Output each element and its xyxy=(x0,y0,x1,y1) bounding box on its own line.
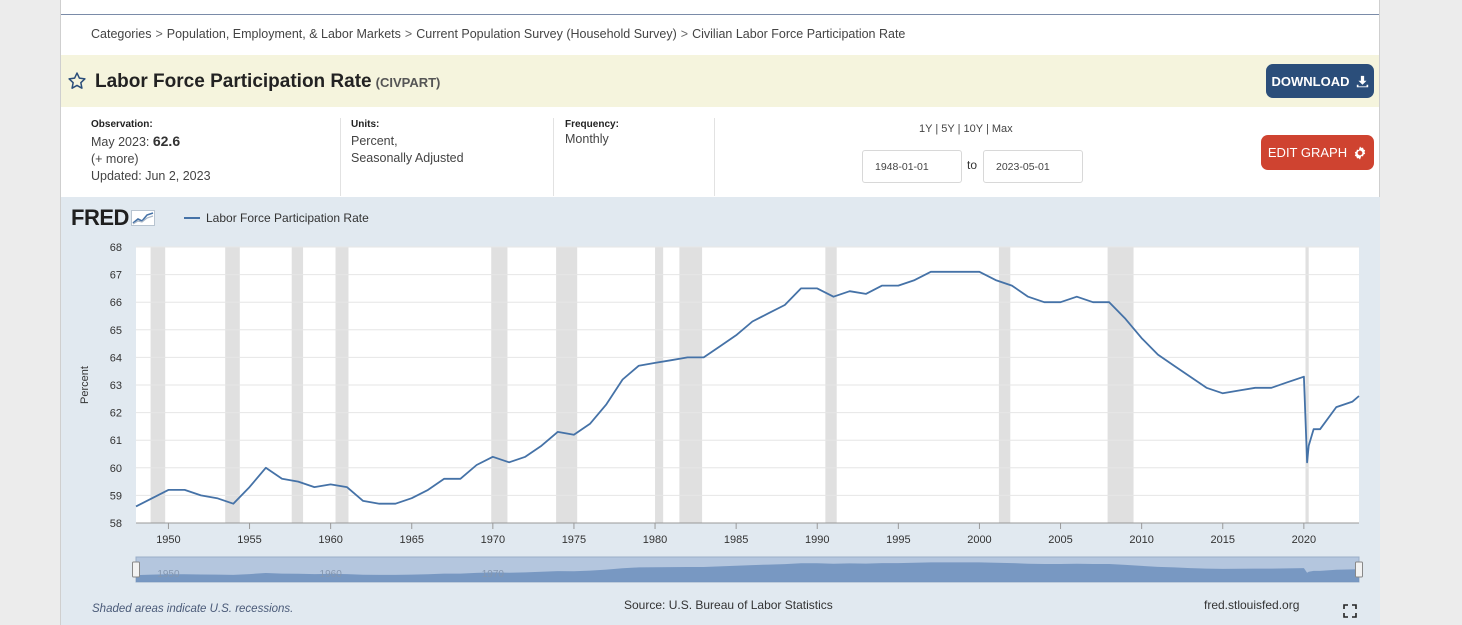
updated-date: Updated: Jun 2, 2023 xyxy=(91,169,211,183)
navigator-series xyxy=(136,562,1359,582)
x-tick-label: 2020 xyxy=(1292,534,1316,546)
x-tick-label: 1985 xyxy=(724,534,748,546)
legend-swatch xyxy=(184,217,200,219)
fred-logo-text: FRED xyxy=(71,205,129,230)
range-separator: | xyxy=(935,123,939,135)
x-tick-label: 2000 xyxy=(967,534,991,546)
y-tick-label: 63 xyxy=(110,380,122,392)
x-tick-label: 1960 xyxy=(318,534,342,546)
observation-value-row: May 2023: 62.6 xyxy=(91,133,211,151)
x-tick-label: 1965 xyxy=(400,534,424,546)
navigator-right-handle[interactable] xyxy=(1355,561,1363,578)
download-button[interactable]: DOWNLOAD xyxy=(1266,64,1374,98)
x-tick-label: 1995 xyxy=(886,534,910,546)
more-link[interactable]: (+ more) xyxy=(91,152,139,166)
meta-divider xyxy=(553,118,554,196)
navigator-year-label: 1960 xyxy=(320,569,343,580)
range-1y[interactable]: 1Y xyxy=(919,123,933,135)
fred-logo: FRED xyxy=(71,205,155,231)
breadcrumb-separator: > xyxy=(404,27,413,41)
series-title: Labor Force Participation Rate (CIVPART) xyxy=(95,71,440,93)
title-bar: Labor Force Participation Rate (CIVPART) xyxy=(61,55,1379,107)
frequency-value: Monthly xyxy=(565,132,609,146)
range-links: 1Y | 5Y | 10Y | Max xyxy=(919,123,1013,135)
range-navigator[interactable]: 1950 1960 1970 xyxy=(132,556,1363,583)
units-line-2: Seasonally Adjusted xyxy=(351,151,464,165)
legend-label: Labor Force Participation Rate xyxy=(206,211,369,225)
star-icon[interactable] xyxy=(67,71,87,91)
y-tick-layer: 58 59 60 61 62 63 64 65 66 67 68 xyxy=(110,242,122,530)
navigator-left-handle[interactable] xyxy=(132,561,140,578)
series-id: (CIVPART) xyxy=(375,75,441,90)
x-tick-label: 1970 xyxy=(481,534,505,546)
observation-label: Observation: xyxy=(91,119,153,130)
breadcrumb: Categories > Population, Employment, & Lab… xyxy=(91,27,905,41)
y-tick-label: 62 xyxy=(110,408,122,420)
y-tick-label: 66 xyxy=(110,297,122,309)
series-line xyxy=(135,270,1360,508)
frequency-label: Frequency: xyxy=(565,119,619,130)
range-separator: | xyxy=(985,123,989,135)
navigator-year-label: 1970 xyxy=(482,569,505,580)
navigator-year-label: 1950 xyxy=(157,569,180,580)
range-separator: | xyxy=(957,123,961,135)
x-tick-label: 1955 xyxy=(237,534,261,546)
download-icon xyxy=(1356,75,1368,87)
start-date-input[interactable]: 1948-01-01 xyxy=(862,150,962,183)
fred-url[interactable]: fred.stlouisfed.org xyxy=(1204,598,1300,612)
end-date-input[interactable]: 2023-05-01 xyxy=(983,150,1083,183)
x-tick-label: 1990 xyxy=(805,534,829,546)
y-tick-label: 60 xyxy=(110,463,122,475)
range-max[interactable]: Max xyxy=(991,123,1013,135)
observation-date: May 2023: xyxy=(91,135,150,149)
x-tick-layer: 1950 1955 1960 1965 1970 1975 1980 1985 1990 1995… xyxy=(136,522,1359,546)
frequency-block: Frequency: Monthly xyxy=(565,118,619,148)
observation-value: 62.6 xyxy=(152,133,181,149)
edit-graph-label: EDIT GRAPH xyxy=(1267,145,1348,160)
breadcrumb-civilian-lfpr[interactable]: Civilian Labor Force Participation Rate xyxy=(692,27,906,41)
series-title-text: Labor Force Participation Rate xyxy=(95,71,372,92)
page: Categories > Population, Employment, & Lab… xyxy=(60,0,1380,625)
y-tick-label: 61 xyxy=(110,435,122,447)
x-tick-label: 1980 xyxy=(643,534,667,546)
meta-divider xyxy=(340,118,341,196)
breadcrumb-categories[interactable]: Categories xyxy=(91,27,152,41)
date-to-label: to xyxy=(967,158,978,172)
download-label: DOWNLOAD xyxy=(1271,73,1350,89)
units-line-1: Percent, xyxy=(351,134,398,148)
graph-panel: FRED Labor Force Participation Rate 58 59… xyxy=(61,197,1380,625)
observation-block: Observation: May 2023: 62.6 (+ more) Upd… xyxy=(91,118,211,185)
gear-icon xyxy=(1354,145,1366,160)
y-tick-label: 67 xyxy=(110,270,122,282)
y-axis-label: Percent xyxy=(79,366,91,404)
y-tick-label: 59 xyxy=(110,490,122,502)
x-tick-label: 2005 xyxy=(1048,534,1072,546)
top-rule xyxy=(61,14,1379,15)
x-tick-label: 2010 xyxy=(1129,534,1153,546)
meta-divider xyxy=(714,118,715,196)
units-label: Units: xyxy=(351,119,380,130)
y-tick-label: 68 xyxy=(110,242,122,254)
fred-logo-icon xyxy=(130,210,155,226)
breadcrumb-separator: > xyxy=(155,27,163,41)
range-5y[interactable]: 5Y xyxy=(941,123,955,135)
breadcrumb-cps[interactable]: Current Population Survey (Household Sur… xyxy=(416,27,677,41)
source-note: Source: U.S. Bureau of Labor Statistics xyxy=(624,598,833,612)
breadcrumb-population[interactable]: Population, Employment, & Labor Markets xyxy=(166,27,401,41)
x-tick-label: 1950 xyxy=(156,534,180,546)
edit-graph-button[interactable]: EDIT GRAPH xyxy=(1261,135,1374,170)
y-tick-label: 65 xyxy=(110,325,122,337)
range-10y[interactable]: 10Y xyxy=(963,123,983,135)
y-tick-label: 58 xyxy=(110,518,122,530)
x-tick-label: 2015 xyxy=(1211,534,1235,546)
x-tick-label: 1975 xyxy=(562,534,586,546)
units-block: Units: Percent, Seasonally Adjusted xyxy=(351,118,464,167)
fullscreen-icon[interactable] xyxy=(1343,604,1357,618)
legend: Labor Force Participation Rate xyxy=(184,211,369,225)
recession-note: Shaded areas indicate U.S. recessions. xyxy=(92,603,294,615)
series-layer xyxy=(135,270,1360,508)
y-tick-label: 64 xyxy=(110,352,122,364)
breadcrumb-separator: > xyxy=(680,27,689,41)
